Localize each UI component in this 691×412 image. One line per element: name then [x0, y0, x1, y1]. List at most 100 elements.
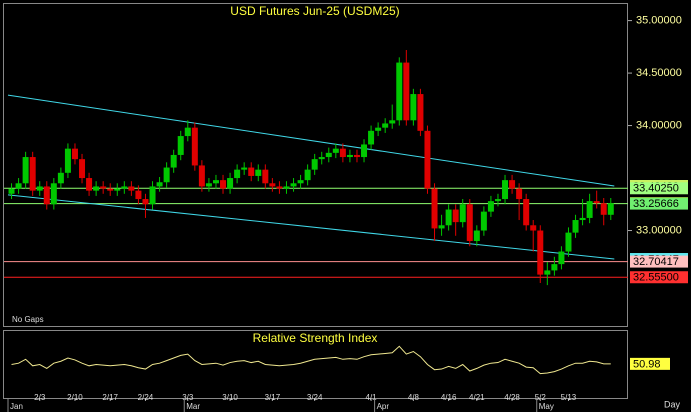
- candle-body: [220, 180, 227, 189]
- candle-body: [107, 188, 114, 191]
- candle-body: [121, 186, 128, 189]
- candle-body: [262, 169, 269, 184]
- candle-body: [283, 186, 290, 189]
- rsi-label-box: [630, 357, 670, 370]
- candle-body: [8, 188, 15, 194]
- x-tick-label: 4/28: [504, 393, 520, 402]
- month-label: Jan: [10, 402, 23, 411]
- candle-body: [114, 188, 121, 191]
- x-tick-label: 5/13: [561, 393, 577, 402]
- candle-body: [297, 180, 304, 184]
- candle-body: [332, 148, 339, 153]
- x-tick-label: 4/8: [408, 393, 420, 402]
- candle-body: [212, 180, 219, 184]
- candle-body: [191, 127, 198, 166]
- candle-body: [269, 183, 276, 187]
- candle-body: [544, 270, 551, 275]
- x-tick-label: 2/24: [138, 393, 154, 402]
- candle-body: [438, 225, 445, 229]
- candle-body: [276, 186, 283, 189]
- price-label-box: [630, 197, 688, 210]
- candle-body: [361, 144, 368, 158]
- price-label-box: [630, 271, 688, 284]
- price-label: 33.40250: [633, 183, 679, 195]
- rsi-label: 50.98: [633, 358, 661, 370]
- candle-body: [241, 167, 248, 170]
- candle-body: [502, 180, 509, 200]
- candle-body: [375, 127, 382, 131]
- candle-body: [311, 159, 318, 170]
- candle-body: [516, 188, 523, 200]
- trend-line: [7, 194, 615, 260]
- candle-body: [600, 203, 607, 215]
- candle-body: [403, 62, 410, 121]
- x-tick-label: 2/10: [67, 393, 83, 402]
- rsi-panel: [3, 330, 628, 399]
- x-tick-label: 4/16: [441, 393, 457, 402]
- candle-body: [445, 209, 452, 226]
- candle-body: [586, 201, 593, 218]
- month-label: Mar: [186, 402, 200, 411]
- candle-body: [424, 130, 431, 189]
- candle-body: [71, 148, 78, 160]
- candle-body: [466, 204, 473, 242]
- candle-body: [205, 183, 212, 187]
- price-panel: [3, 3, 628, 327]
- candle-body: [368, 130, 375, 145]
- candle-body: [572, 220, 579, 233]
- candle-body: [15, 183, 22, 189]
- candle-body: [452, 209, 459, 223]
- x-tick-label: 2/17: [102, 393, 118, 402]
- candle-body: [170, 154, 177, 168]
- trend-line: [7, 94, 615, 187]
- y-tick-label: 35.00000: [636, 15, 682, 27]
- candle-body: [537, 230, 544, 275]
- candle-body: [417, 94, 424, 131]
- x-tick-label: 5/2: [535, 393, 547, 402]
- candle-body: [382, 123, 389, 128]
- note: No Gaps: [12, 315, 44, 324]
- candle-body: [29, 157, 36, 191]
- x-tick-label: 4/1: [366, 393, 378, 402]
- x-axis-label: Day: [664, 399, 681, 409]
- candle-body: [163, 167, 170, 183]
- candle-body: [177, 136, 184, 155]
- candle-body: [227, 178, 234, 189]
- candle-body: [128, 186, 135, 191]
- candle-body: [607, 203, 614, 215]
- candle-body: [142, 199, 149, 205]
- x-tick-label: 2/3: [34, 393, 46, 402]
- candle-body: [135, 190, 142, 200]
- candle-body: [389, 120, 396, 124]
- candle-body: [558, 251, 565, 265]
- candle-body: [325, 152, 332, 158]
- candle-body: [551, 264, 558, 271]
- candle-body: [248, 167, 255, 176]
- month-label: Apr: [377, 402, 390, 411]
- candle-body: [565, 232, 572, 252]
- candle-body: [487, 201, 494, 212]
- candle-body: [79, 159, 86, 179]
- candle-body: [530, 225, 537, 231]
- x-tick-label: 3/24: [307, 393, 323, 402]
- chart-title: USD Futures Jun-25 (USDM25): [230, 4, 399, 18]
- candle-body: [22, 157, 29, 184]
- candle-body: [57, 172, 64, 184]
- month-label: May: [539, 402, 554, 411]
- candle-body: [100, 186, 107, 189]
- candle-body: [86, 178, 93, 191]
- candle-body: [579, 217, 586, 221]
- candle-body: [255, 169, 262, 176]
- candle-body: [184, 127, 191, 137]
- price-label-box: [630, 255, 688, 268]
- y-tick-label: 34.50000: [636, 67, 682, 79]
- candle-body: [346, 154, 353, 158]
- candle-body: [480, 211, 487, 231]
- candle-body: [593, 201, 600, 204]
- candle-body: [410, 94, 417, 121]
- candle-body: [304, 169, 311, 181]
- candle-body: [50, 183, 57, 205]
- price-label-box: [630, 182, 688, 195]
- candle-body: [43, 186, 50, 205]
- candle-body: [36, 186, 43, 191]
